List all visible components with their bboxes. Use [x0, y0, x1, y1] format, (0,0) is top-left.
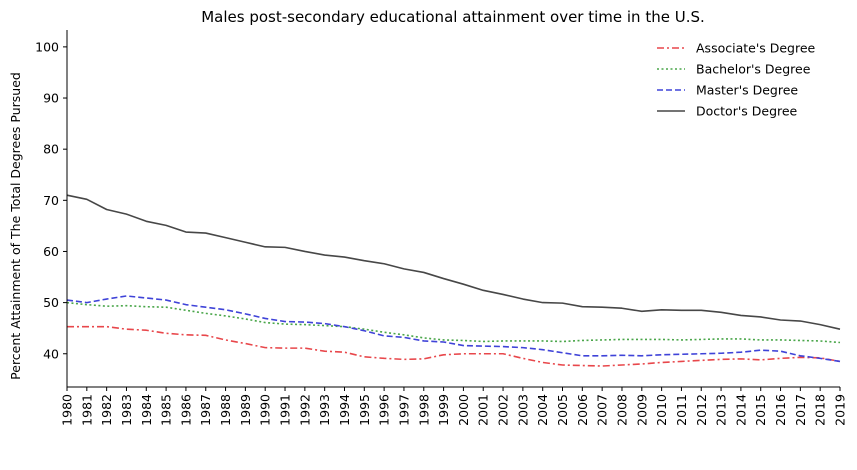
x-tick-label: 1998	[416, 394, 431, 426]
x-tick-label: 1984	[139, 394, 154, 426]
x-tick-label: 1991	[278, 394, 293, 426]
x-tick-label: 2017	[793, 394, 808, 426]
x-tick-label: 1997	[396, 394, 411, 426]
x-tick-label: 1980	[60, 394, 75, 426]
x-tick-label: 1986	[178, 394, 193, 426]
y-tick-label: 100	[35, 39, 59, 54]
x-tick-label: 2009	[634, 394, 649, 426]
x-tick-label: 2007	[595, 394, 610, 426]
x-tick-label: 2014	[733, 394, 748, 426]
y-tick-label: 70	[43, 193, 59, 208]
legend-label-0: Associate's Degree	[696, 41, 816, 56]
y-axis-label: Percent Attainment of The Total Degrees …	[8, 72, 23, 380]
x-tick-label: 1993	[317, 394, 332, 426]
x-tick-label: 2013	[714, 394, 729, 426]
x-tick-label: 2003	[515, 394, 530, 426]
x-tick-label: 2006	[575, 394, 590, 426]
series-line-3	[66, 194, 841, 330]
legend-label-1: Bachelor's Degree	[696, 62, 811, 77]
x-tick-label: 1988	[218, 394, 233, 426]
x-tick-label: 2004	[535, 394, 550, 426]
x-tick-label: 2002	[496, 394, 511, 426]
series-line-1	[66, 301, 841, 344]
x-tick-label: 2011	[674, 394, 689, 426]
x-tick-label: 2005	[555, 394, 570, 426]
y-tick-label: 80	[43, 142, 59, 157]
x-tick-label: 1981	[79, 394, 94, 426]
x-tick-label: 1996	[377, 394, 392, 426]
x-tick-label: 1983	[119, 394, 134, 426]
x-tick-label: 2019	[833, 394, 848, 426]
y-tick-label: 40	[43, 346, 59, 361]
x-tick-label: 1987	[198, 394, 213, 426]
y-tick-label: 60	[43, 244, 59, 259]
x-ticks: 1980 1981 1982 1983 1984 1985 1986 1987 1988 1989…	[60, 387, 848, 426]
plot-lines	[66, 194, 841, 367]
legend-label-3: Doctor's Degree	[696, 104, 798, 119]
series-line-0	[67, 325, 841, 367]
x-tick-label: 1992	[297, 394, 312, 426]
x-tick-label: 2015	[753, 394, 768, 426]
x-tick-label: 1994	[337, 394, 352, 426]
x-tick-label: 2018	[813, 394, 828, 426]
y-ticks: 40 50 60 70 80 90 100	[35, 39, 67, 361]
x-tick-label: 2008	[614, 394, 629, 426]
x-tick-label: 1995	[357, 394, 372, 426]
x-tick-label: 2001	[476, 394, 491, 426]
x-tick-label: 2016	[773, 394, 788, 426]
x-tick-label: 2010	[654, 394, 669, 426]
series-line-2	[66, 295, 841, 363]
y-tick-label: 90	[43, 91, 59, 106]
x-tick-label: 2012	[694, 394, 709, 426]
x-tick-label: 1990	[258, 394, 273, 426]
legend-label-2: Master's Degree	[696, 83, 798, 98]
x-tick-label: 1999	[436, 394, 451, 426]
x-tick-label: 1982	[99, 394, 114, 426]
chart-title: Males post-secondary educational attainm…	[201, 8, 705, 26]
legend: Associate's Degree Bachelor's Degree Maste…	[657, 41, 816, 119]
y-tick-label: 50	[43, 295, 59, 310]
x-tick-label: 1985	[159, 394, 174, 426]
x-tick-label: 2000	[456, 394, 471, 426]
axes	[66, 30, 840, 388]
x-tick-label: 1989	[238, 394, 253, 426]
